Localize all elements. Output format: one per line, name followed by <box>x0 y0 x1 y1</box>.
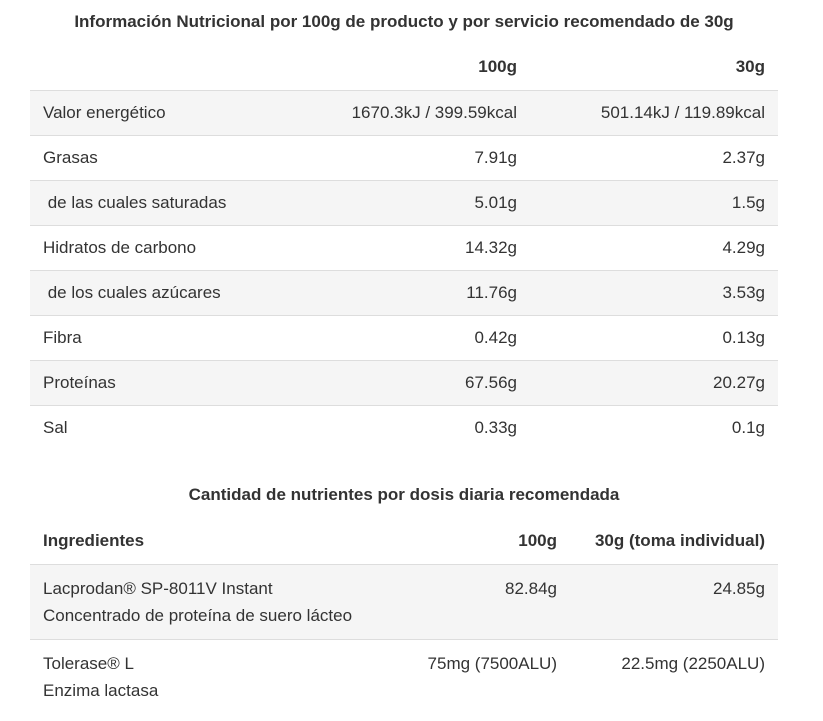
nutrient-name: de los cuales azúcares <box>43 282 221 302</box>
nutrient-value-100g: 0.33g <box>474 417 517 437</box>
nutrient-name: Valor energético <box>43 102 166 122</box>
nutrient-name: Hidratos de carbono <box>43 237 197 257</box>
nutrient-value-30g: 4.29g <box>722 237 765 257</box>
nutrient-value-30g: 20.27g <box>713 372 765 392</box>
nutrient-name: Grasas <box>43 147 98 167</box>
nutrient-value-30g: 0.1g <box>731 417 765 437</box>
nutrient-value-100g: 5.01g <box>474 192 517 212</box>
ingredients-header-100g: 100g <box>518 530 557 550</box>
nutrition-table-title: Información Nutricional por 100g de prod… <box>74 12 734 31</box>
nutrient-value-30g: 501.14kJ / 119.89kcal <box>600 102 765 122</box>
ingredient-description: Concentrado de proteína de suero lácteo <box>43 605 353 625</box>
nutrition-header-name <box>30 45 280 90</box>
ingredient-row: Tolerase® L Enzima lactasa 75mg (7500ALU… <box>30 639 778 714</box>
nutrition-row: Proteínas 67.56g 20.27g <box>30 360 778 405</box>
ingredients-table-title: Cantidad de nutrientes por dosis diaria … <box>188 485 620 504</box>
ingredient-name: Tolerase® L <box>43 653 134 673</box>
ingredient-value-30g: 22.5mg (2250ALU) <box>621 653 765 673</box>
ingredients-table: Ingredientes 100g 30g (toma individual) … <box>30 518 778 714</box>
nutrient-value-30g: 3.53g <box>722 282 765 302</box>
nutrient-value-100g: 0.42g <box>474 327 517 347</box>
nutrition-row: Grasas 7.91g 2.37g <box>30 135 778 180</box>
nutrient-value-30g: 1.5g <box>731 192 765 212</box>
nutrition-table: 100g 30g Valor energético 1670.3kJ / 399… <box>30 45 778 450</box>
ingredient-description: Enzima lactasa <box>43 680 159 700</box>
nutrient-name: de las cuales saturadas <box>43 192 227 212</box>
nutrition-header-row: 100g 30g <box>30 45 778 90</box>
nutrient-value-30g: 0.13g <box>722 327 765 347</box>
ingredient-name: Lacprodan® SP-8011V Instant <box>43 578 273 598</box>
ingredient-row: Lacprodan® SP-8011V Instant Concentrado … <box>30 564 778 639</box>
nutrition-row: Hidratos de carbono 14.32g 4.29g <box>30 225 778 270</box>
ingredient-value-100g: 75mg (7500ALU) <box>427 653 557 673</box>
nutrient-value-100g: 1670.3kJ / 399.59kcal <box>351 102 517 122</box>
nutrient-value-100g: 7.91g <box>474 147 517 167</box>
nutrient-value-100g: 14.32g <box>465 237 517 257</box>
nutrition-row: Fibra 0.42g 0.13g <box>30 315 778 360</box>
nutrient-value-100g: 11.76g <box>466 282 517 302</box>
nutrition-row: de las cuales saturadas 5.01g 1.5g <box>30 180 778 225</box>
nutrition-row: Sal 0.33g 0.1g <box>30 405 778 450</box>
nutrition-row: Valor energético 1670.3kJ / 399.59kcal 5… <box>30 90 778 135</box>
ingredients-header-row: Ingredientes 100g 30g (toma individual) <box>30 518 778 564</box>
ingredient-name-cell: Lacprodan® SP-8011V Instant Concentrado … <box>30 564 410 639</box>
nutrition-row: de los cuales azúcares 11.76g 3.53g <box>30 270 778 315</box>
nutrient-name: Fibra <box>43 327 82 347</box>
nutrient-name: Proteínas <box>43 372 116 392</box>
nutrition-header-30g: 30g <box>735 57 765 77</box>
nutrient-name: Sal <box>43 417 68 437</box>
ingredients-header-30g: 30g (toma individual) <box>594 530 765 550</box>
nutrient-value-30g: 2.37g <box>722 147 765 167</box>
ingredient-value-100g: 82.84g <box>505 578 557 598</box>
nutrient-value-100g: 67.56g <box>465 372 517 392</box>
nutrition-header-100g: 100g <box>478 57 517 77</box>
ingredients-header-name: Ingredientes <box>43 530 145 550</box>
ingredient-value-30g: 24.85g <box>713 578 765 598</box>
ingredient-name-cell: Tolerase® L Enzima lactasa <box>30 639 410 714</box>
